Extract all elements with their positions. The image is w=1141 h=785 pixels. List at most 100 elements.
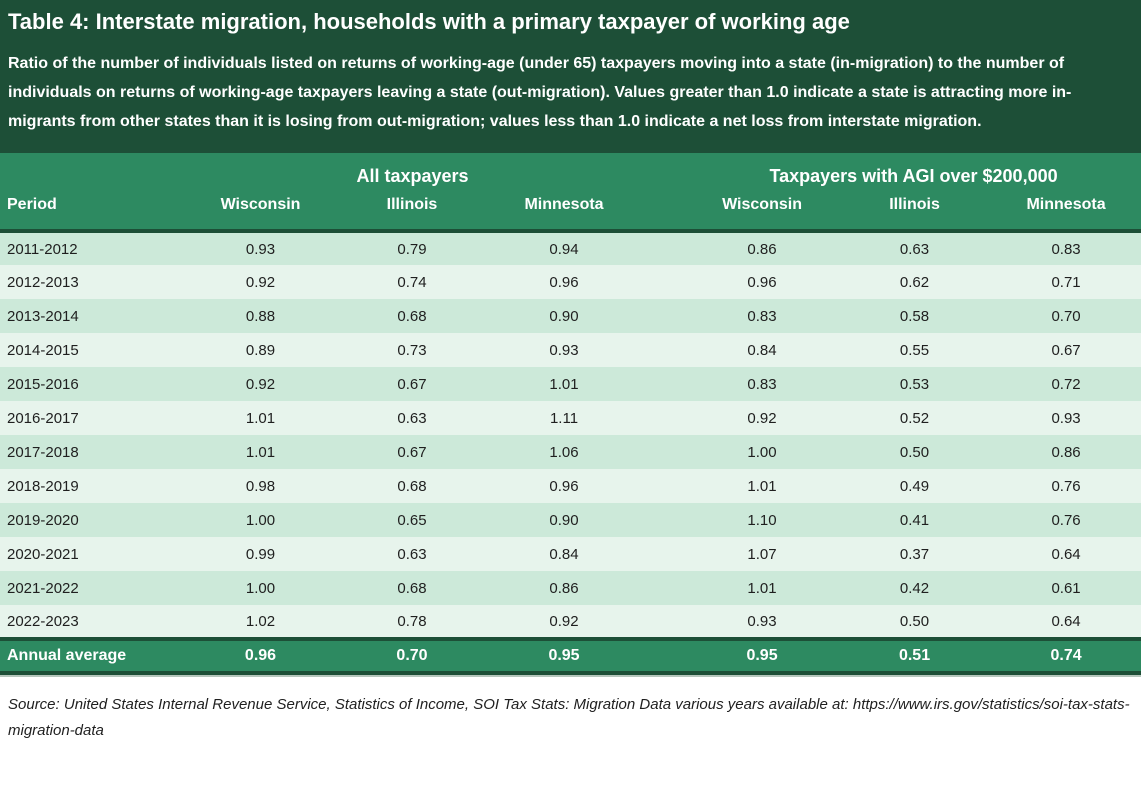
value-cell: 0.84 — [747, 341, 777, 359]
value-cell: 0.93 — [1051, 409, 1081, 427]
value-cell: 0.42 — [899, 579, 930, 597]
table-row: 2012-2013 0.92 0.74 0.96 0.96 0.62 0.71 — [0, 265, 1141, 299]
table-description: Ratio of the number of individuals liste… — [8, 55, 1072, 130]
value-cell: 0.95 — [686, 637, 839, 675]
value-cell: 0.84 — [549, 545, 579, 563]
page-title: Table 4: Interstate migration, household… — [8, 9, 850, 34]
period-cell: 2017-2018 — [7, 443, 79, 461]
spacer-cell — [640, 469, 686, 503]
value-cell: 1.00 — [245, 511, 276, 529]
annual-average-row: Annual average 0.96 0.70 0.95 0.95 0.51 … — [0, 637, 1141, 675]
value-cell: 0.70 — [1051, 307, 1081, 325]
title-block: Table 4: Interstate migration, household… — [0, 0, 1141, 153]
value-cell: 1.01 — [747, 477, 777, 495]
value-cell: 0.63 — [899, 240, 930, 258]
value-cell: 0.86 — [549, 579, 579, 597]
column-header-period: Period — [0, 191, 185, 233]
value-cell: 0.76 — [1051, 477, 1081, 495]
value-cell: 0.68 — [397, 477, 427, 495]
value-cell: 0.67 — [397, 443, 427, 461]
column-header-minnesota-all: Minnesota — [488, 191, 641, 233]
table-row: 2011-2012 0.93 0.79 0.94 0.86 0.63 0.83 — [0, 231, 1141, 265]
spacer-cell — [640, 299, 686, 333]
value-cell: 0.67 — [1051, 341, 1081, 359]
period-cell: 2014-2015 — [7, 341, 79, 359]
value-cell: 0.49 — [899, 477, 930, 495]
column-header-illinois-agi: Illinois — [838, 191, 992, 233]
value-cell: 0.64 — [1051, 545, 1081, 563]
spacer-cell — [640, 503, 686, 537]
period-cell: 2011-2012 — [7, 240, 78, 258]
group-header-agi-over-200k: Taxpayers with AGI over $200,000 — [686, 153, 1141, 191]
table-body: 2011-2012 0.93 0.79 0.94 0.86 0.63 0.83 2012-20… — [0, 231, 1141, 639]
spacer-cell — [640, 637, 687, 675]
value-cell: 1.01 — [245, 409, 276, 427]
period-cell: 2020-2021 — [7, 545, 79, 563]
spacer-cell — [640, 605, 686, 639]
table-row: 2020-2021 0.99 0.63 0.84 1.07 0.37 0.64 — [0, 537, 1141, 571]
value-cell: 0.92 — [245, 375, 276, 393]
value-cell: 0.94 — [549, 240, 579, 258]
value-cell: 0.88 — [245, 307, 276, 325]
value-cell: 0.55 — [899, 341, 930, 359]
value-cell: 0.74 — [991, 637, 1141, 675]
group-header-all-taxpayers: All taxpayers — [185, 153, 641, 191]
spacer-cell — [640, 333, 686, 367]
value-cell: 0.76 — [1051, 511, 1081, 529]
spacer-cell — [640, 153, 687, 191]
column-header-wisconsin-agi: Wisconsin — [686, 191, 839, 233]
value-cell: 0.61 — [1051, 579, 1081, 597]
value-cell: 0.98 — [245, 477, 276, 495]
group-header-row: All taxpayers Taxpayers with AGI over $2… — [0, 153, 1141, 191]
table-row: 2021-2022 1.00 0.68 0.86 1.01 0.42 0.61 — [0, 571, 1141, 605]
value-cell: 0.95 — [488, 637, 641, 675]
source-note: Source: United States Internal Revenue S… — [8, 696, 1130, 739]
period-cell: 2022-2023 — [7, 612, 79, 630]
value-cell: 0.63 — [397, 409, 427, 427]
value-cell: 0.83 — [747, 375, 777, 393]
value-cell: 0.58 — [899, 307, 930, 325]
column-header-row: Period Wisconsin Illinois Minnesota Wisc… — [0, 191, 1141, 233]
value-cell: 0.93 — [747, 612, 777, 630]
spacer-cell — [640, 537, 686, 571]
table-row: 2016-2017 1.01 0.63 1.11 0.92 0.52 0.93 — [0, 401, 1141, 435]
value-cell: 0.65 — [397, 511, 427, 529]
period-cell: 2016-2017 — [7, 409, 79, 427]
value-cell: 0.86 — [747, 240, 777, 258]
column-header-wisconsin-all: Wisconsin — [185, 191, 336, 233]
value-cell: 1.02 — [245, 612, 276, 630]
value-cell: 0.86 — [1051, 443, 1081, 461]
period-cell: 2012-2013 — [7, 273, 79, 291]
column-header-illinois-all: Illinois — [336, 191, 488, 233]
value-cell: 1.10 — [747, 511, 777, 529]
group-header-blank — [0, 153, 185, 191]
spacer-cell — [640, 401, 686, 435]
value-cell: 0.70 — [336, 637, 488, 675]
value-cell: 0.92 — [549, 612, 579, 630]
value-cell: 0.92 — [245, 273, 276, 291]
value-cell: 0.90 — [549, 307, 579, 325]
spacer-cell — [640, 367, 686, 401]
value-cell: 0.99 — [245, 545, 276, 563]
value-cell: 0.93 — [245, 240, 276, 258]
period-cell: 2019-2020 — [7, 511, 79, 529]
table-row: 2013-2014 0.88 0.68 0.90 0.83 0.58 0.70 — [0, 299, 1141, 333]
value-cell: 0.68 — [397, 307, 427, 325]
value-cell: 0.63 — [397, 545, 427, 563]
value-cell: 0.92 — [747, 409, 777, 427]
value-cell: 0.68 — [397, 579, 427, 597]
value-cell: 0.51 — [838, 637, 992, 675]
value-cell: 0.89 — [245, 341, 276, 359]
table-bottom-rule — [0, 675, 1141, 677]
migration-table: All taxpayers Taxpayers with AGI over $2… — [0, 153, 1141, 675]
value-cell: 1.07 — [747, 545, 777, 563]
table-row: 2014-2015 0.89 0.73 0.93 0.84 0.55 0.67 — [0, 333, 1141, 367]
period-cell: 2015-2016 — [7, 375, 79, 393]
spacer-cell — [640, 435, 686, 469]
value-cell: 0.50 — [899, 612, 930, 630]
annual-average-label: Annual average — [0, 637, 185, 675]
value-cell: 0.64 — [1051, 612, 1081, 630]
period-cell: 2021-2022 — [7, 579, 79, 597]
value-cell: 0.96 — [549, 477, 579, 495]
value-cell: 0.41 — [899, 511, 930, 529]
